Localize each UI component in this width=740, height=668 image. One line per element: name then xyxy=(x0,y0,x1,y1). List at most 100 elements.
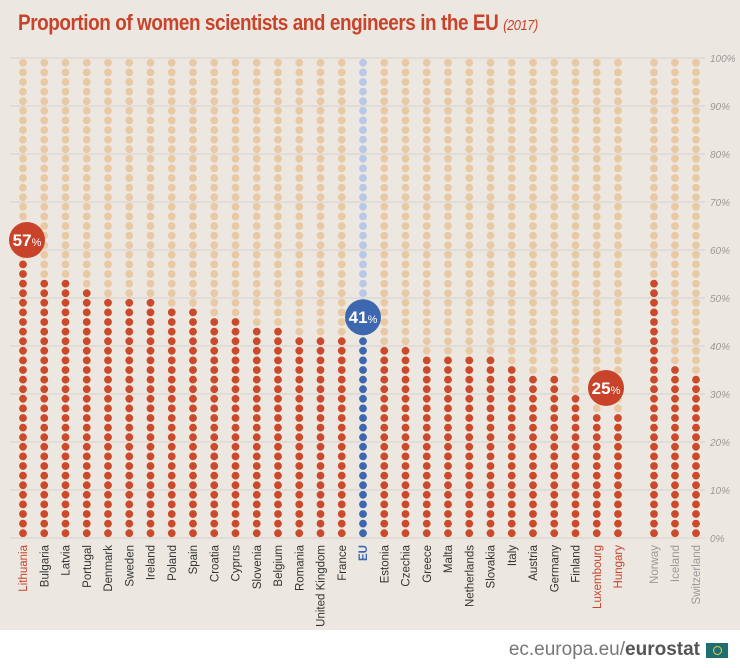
dot xyxy=(167,126,176,134)
dot xyxy=(40,490,49,499)
dot xyxy=(359,193,367,202)
dot xyxy=(295,510,304,518)
dot xyxy=(210,250,219,259)
dot xyxy=(104,529,112,538)
dot xyxy=(146,241,155,250)
dot xyxy=(571,298,580,307)
dot xyxy=(401,471,410,480)
dot xyxy=(337,202,346,211)
dot xyxy=(210,471,219,480)
dot xyxy=(465,423,474,432)
dot xyxy=(316,471,325,480)
dot xyxy=(252,481,261,490)
dot xyxy=(252,174,261,182)
dot xyxy=(167,250,176,259)
dot xyxy=(671,164,679,173)
dot xyxy=(167,519,176,528)
dot xyxy=(614,442,622,451)
dot xyxy=(19,193,27,202)
dot xyxy=(19,337,27,346)
dot xyxy=(592,423,601,432)
dot xyxy=(252,462,261,470)
dot xyxy=(692,212,700,221)
dot xyxy=(231,279,240,288)
dot xyxy=(550,404,559,413)
dot xyxy=(40,414,49,422)
dot xyxy=(444,241,452,250)
dot xyxy=(231,423,240,432)
dot xyxy=(692,375,700,384)
dot xyxy=(337,471,346,480)
dot xyxy=(167,414,176,422)
dot xyxy=(146,183,155,192)
dot xyxy=(125,97,134,106)
dot xyxy=(210,423,219,432)
dot xyxy=(692,327,700,336)
dot xyxy=(550,442,559,451)
dot xyxy=(529,126,537,134)
dot xyxy=(614,327,622,336)
dot xyxy=(252,164,261,173)
dot xyxy=(167,212,176,221)
dot xyxy=(529,327,537,336)
dot xyxy=(359,356,367,365)
dot xyxy=(614,250,622,259)
dot xyxy=(146,481,155,490)
dot xyxy=(104,481,112,490)
dot xyxy=(19,126,27,134)
dot xyxy=(189,327,197,336)
dot xyxy=(550,481,559,490)
dot xyxy=(167,327,176,336)
dot xyxy=(316,270,325,278)
dot xyxy=(146,462,155,470)
dot xyxy=(550,519,559,528)
dot xyxy=(61,116,70,125)
dot xyxy=(210,154,219,163)
dot xyxy=(189,250,197,259)
dot xyxy=(465,241,474,250)
dot xyxy=(167,394,176,403)
dot xyxy=(592,298,601,307)
dot xyxy=(125,318,134,326)
dot xyxy=(550,193,559,202)
dot xyxy=(359,289,367,298)
dot xyxy=(19,106,27,115)
value-bubble xyxy=(345,299,381,336)
dot xyxy=(40,193,49,202)
dot xyxy=(550,356,559,365)
dot xyxy=(422,452,431,461)
dot xyxy=(61,529,70,538)
dot xyxy=(316,327,325,336)
dot xyxy=(189,510,197,518)
dot xyxy=(550,154,559,163)
footer-brand: eurostat xyxy=(625,639,700,660)
dot xyxy=(337,212,346,221)
dot xyxy=(671,404,679,413)
dot xyxy=(295,250,304,259)
dot xyxy=(337,279,346,288)
dot xyxy=(316,174,325,182)
dot xyxy=(61,145,70,154)
dot xyxy=(295,481,304,490)
dot xyxy=(231,510,240,518)
dot xyxy=(210,318,219,326)
dot xyxy=(146,222,155,230)
category-label: Iceland xyxy=(670,545,682,582)
dot xyxy=(189,126,197,134)
dot xyxy=(359,404,367,413)
dot xyxy=(104,154,112,163)
dot xyxy=(614,116,622,125)
dot xyxy=(380,183,389,192)
footer-source[interactable]: ec.europa.eu/eurostat xyxy=(509,639,700,661)
dot xyxy=(486,346,495,355)
dot xyxy=(252,154,261,163)
dot xyxy=(422,126,431,134)
dot xyxy=(82,193,91,202)
dot xyxy=(465,471,474,480)
dot xyxy=(465,78,474,86)
dot xyxy=(650,174,658,182)
dot xyxy=(692,106,700,115)
dot xyxy=(571,279,580,288)
dot xyxy=(650,519,658,528)
dot xyxy=(274,346,282,355)
